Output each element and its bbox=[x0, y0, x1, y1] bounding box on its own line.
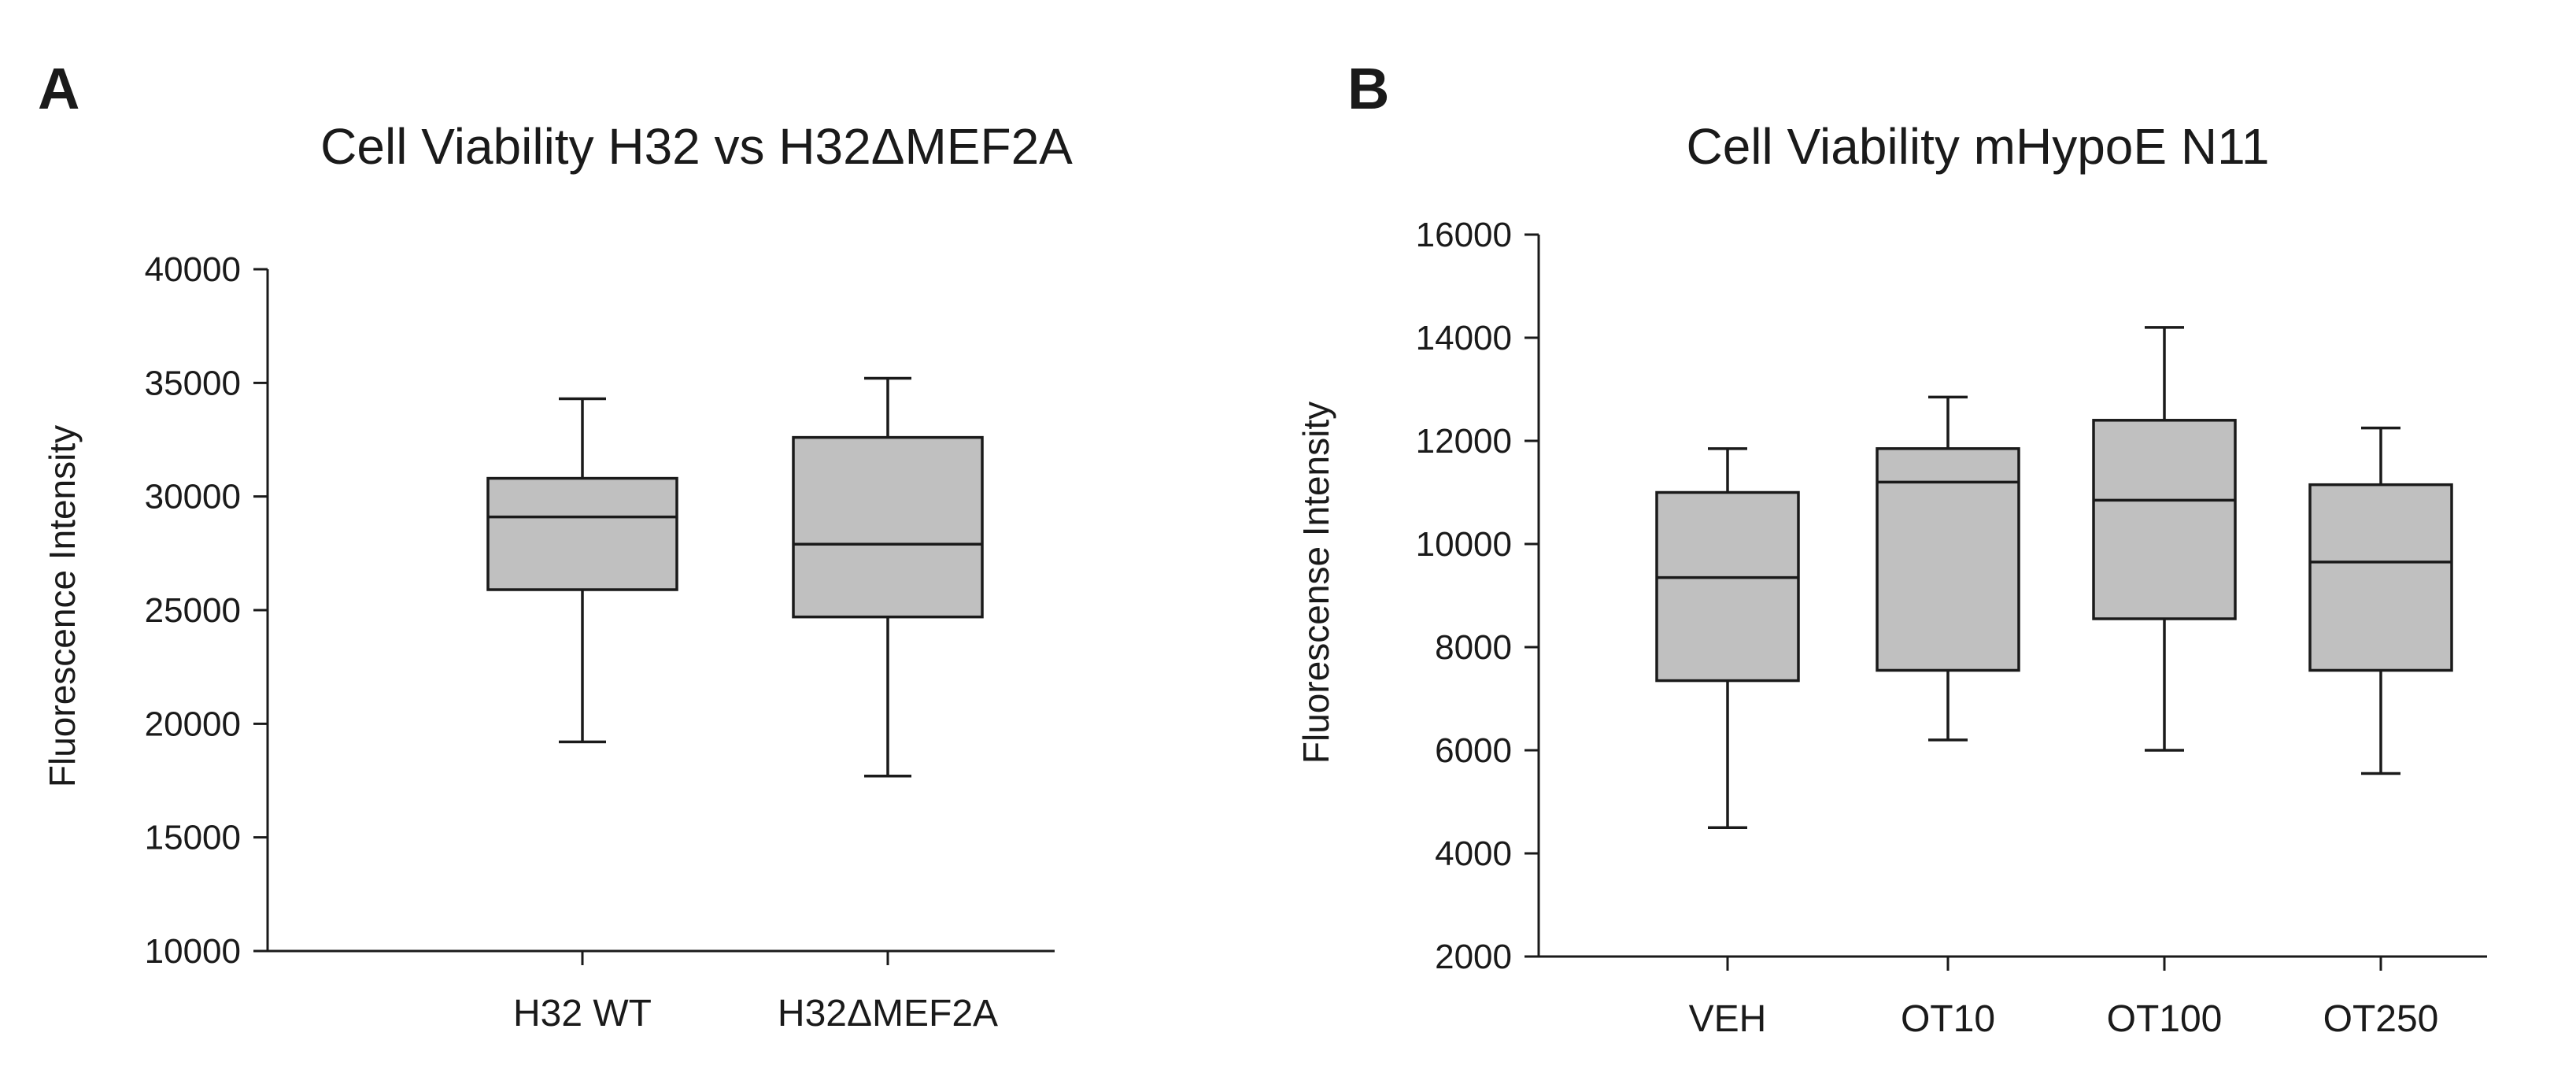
x-tick-label: H32ΔMEF2A bbox=[778, 993, 998, 1034]
y-tick-label: 12000 bbox=[1416, 422, 1512, 461]
panel-label-a: A bbox=[38, 56, 79, 121]
x-tick-label: OT100 bbox=[2107, 998, 2223, 1040]
box-ot100 bbox=[2092, 326, 2237, 752]
iqr-box bbox=[2308, 483, 2453, 672]
y-axis-label-a: Fluorescence Intensity bbox=[42, 425, 83, 787]
y-tick-label: 6000 bbox=[1435, 731, 1512, 770]
iqr-box bbox=[792, 435, 984, 619]
y-tick-label: 15000 bbox=[145, 819, 241, 857]
chart-panel-a: A Cell Viability H32 vs H32ΔMEF2A Fluore… bbox=[38, 56, 1073, 1034]
x-tick-label: OT10 bbox=[1901, 998, 1995, 1040]
box-veh bbox=[1655, 447, 1800, 829]
x-tick-label: H32 WT bbox=[513, 993, 652, 1034]
chart-panel-b: B Cell Viability mHypoE N11 Fluorescense… bbox=[1295, 56, 2487, 1040]
chart-title-b: Cell Viability mHypoE N11 bbox=[1686, 118, 2269, 175]
iqr-box bbox=[1876, 447, 2020, 672]
chart-title-a: Cell Viability H32 vs H32ΔMEF2A bbox=[320, 118, 1073, 175]
y-tick-label: 40000 bbox=[145, 250, 241, 289]
y-tick-label: 4000 bbox=[1435, 835, 1512, 873]
x-tick-label: OT250 bbox=[2323, 998, 2439, 1040]
panel-label-b: B bbox=[1347, 56, 1389, 121]
box-ot10 bbox=[1876, 395, 2020, 742]
y-tick-label: 20000 bbox=[145, 705, 241, 743]
x-tick-label: VEH bbox=[1689, 998, 1767, 1040]
y-tick-label: 16000 bbox=[1416, 216, 1512, 254]
y-tick-label: 30000 bbox=[145, 478, 241, 516]
iqr-box bbox=[2092, 419, 2237, 620]
iqr-box bbox=[1655, 490, 1800, 683]
box-h32-mef2a bbox=[792, 376, 984, 778]
y-tick-label: 10000 bbox=[145, 932, 241, 971]
y-tick-label: 14000 bbox=[1416, 319, 1512, 357]
box-ot250 bbox=[2308, 426, 2453, 775]
y-axis-label-b: Fluorescense Intensity bbox=[1295, 402, 1336, 764]
y-tick-label: 10000 bbox=[1416, 525, 1512, 564]
y-tick-label: 2000 bbox=[1435, 938, 1512, 976]
iqr-box bbox=[486, 476, 678, 591]
y-tick-label: 35000 bbox=[145, 364, 241, 402]
box-h32-wt bbox=[486, 397, 678, 744]
y-tick-label: 25000 bbox=[145, 591, 241, 630]
y-tick-label: 8000 bbox=[1435, 628, 1512, 667]
